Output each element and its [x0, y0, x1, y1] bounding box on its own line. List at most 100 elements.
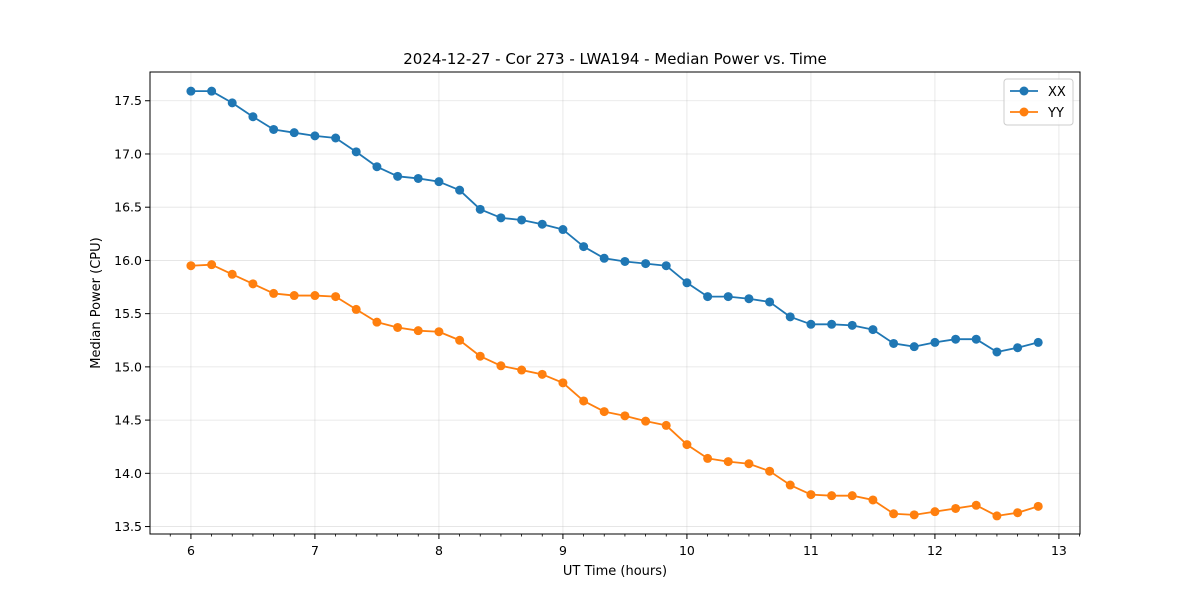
legend-yy-label: YY	[1047, 106, 1064, 121]
series-yy-point	[393, 322, 403, 332]
y-tick-label: 16.0	[114, 253, 142, 268]
y-tick-label: 17.0	[114, 146, 142, 161]
x-axis-label: UT Time (hours)	[563, 564, 667, 579]
series-xx-point	[207, 86, 217, 96]
x-tick-label: 11	[803, 543, 819, 558]
series-xx-point	[1013, 343, 1023, 353]
series-yy-point	[827, 491, 837, 501]
series-yy-point	[992, 511, 1002, 521]
series-xx-point	[785, 312, 795, 322]
series-yy-point	[723, 457, 733, 467]
series-xx-point	[744, 294, 754, 304]
series-yy-point	[703, 453, 713, 463]
chart-title: 2024-12-27 - Cor 273 - LWA194 - Median P…	[403, 50, 827, 68]
x-tick-label: 6	[187, 543, 195, 558]
series-yy-point	[599, 407, 609, 417]
series-yy-point	[641, 416, 651, 426]
series-yy-point	[413, 326, 423, 336]
series-xx-point	[599, 253, 609, 263]
series-yy-point	[207, 260, 217, 270]
series-yy-point	[186, 261, 196, 271]
legend-xx-label: XX	[1048, 85, 1066, 100]
series-yy-point	[785, 480, 795, 490]
series-yy-point	[1033, 501, 1043, 511]
y-tick-label: 15.0	[114, 359, 142, 374]
series-xx-point	[806, 319, 816, 329]
series-yy-point	[971, 500, 981, 510]
series-xx-point	[455, 185, 465, 195]
series-xx-point	[393, 171, 403, 181]
series-yy-point	[868, 495, 878, 505]
x-tick-label: 9	[559, 543, 567, 558]
series-xx-point	[827, 319, 837, 329]
y-axis-label: Median Power (CPU)	[89, 237, 104, 368]
series-xx-point	[620, 256, 630, 266]
series-yy-point	[475, 351, 485, 361]
plot-frame	[149, 71, 1081, 535]
series-xx-point	[930, 337, 940, 347]
series-xx-point	[434, 177, 444, 187]
series-yy-point	[620, 411, 630, 421]
series-xx-point	[475, 204, 485, 214]
series-xx-point	[682, 278, 692, 288]
series-xx-point	[537, 219, 547, 229]
series-yy-point	[248, 279, 258, 289]
series-yy-point	[1013, 508, 1023, 518]
series-xx-point	[971, 334, 981, 344]
series-xx-point	[186, 86, 196, 96]
legend-yy-marker	[1019, 107, 1029, 117]
y-tick-label: 15.5	[114, 306, 142, 321]
series-xx-point	[703, 292, 713, 302]
x-tick-label: 12	[927, 543, 943, 558]
x-tick-label: 8	[435, 543, 443, 558]
series-yy-point	[517, 365, 527, 375]
axis-ticks: 6 7 8 9 10 11 12 13 13.5 14.0 14.5 15.0 15.5 16.0 16.5…	[114, 93, 1080, 558]
y-tick-label: 17.5	[114, 93, 142, 108]
series-xx-point	[723, 292, 733, 302]
series-yy-point	[331, 292, 341, 302]
series-yy-point	[889, 509, 899, 519]
series-xx-point	[641, 259, 651, 269]
series-yy-point	[351, 304, 361, 314]
series-xx-point	[909, 342, 919, 352]
series-xx-point	[351, 147, 361, 157]
series-xx-point	[496, 213, 506, 223]
series-xx-point	[868, 325, 878, 335]
series-yy-point	[765, 466, 775, 476]
series-xx-point	[661, 261, 671, 271]
y-tick-label: 14.5	[114, 413, 142, 428]
series-xx-point	[1033, 337, 1043, 347]
series-xx-point	[889, 338, 899, 348]
series-yy-point	[537, 369, 547, 379]
y-tick-label: 14.0	[114, 466, 142, 481]
series-xx-point	[248, 112, 258, 122]
y-tick-label: 13.5	[114, 519, 142, 534]
series-yy-point	[455, 335, 465, 345]
series-xx-point	[289, 128, 299, 138]
series-yy-point	[372, 317, 382, 327]
series-xx-point	[331, 133, 341, 143]
series-xx-point	[579, 242, 589, 252]
series-xx-point	[517, 215, 527, 225]
series-xx-point	[269, 124, 279, 134]
y-tick-label: 16.5	[114, 200, 142, 215]
series-yy-point	[227, 269, 237, 279]
series-yy-point	[847, 491, 857, 501]
series-yy-point	[496, 361, 506, 371]
series-yy-point	[930, 507, 940, 517]
series-xx-point	[558, 225, 568, 235]
series-yy-point	[682, 440, 692, 450]
x-tick-label: 13	[1051, 543, 1067, 558]
series-yy-point	[289, 291, 299, 301]
series-yy-point	[661, 420, 671, 430]
series-yy-point	[909, 510, 919, 520]
series-yy-point	[744, 459, 754, 469]
series-layer	[186, 86, 1043, 521]
series-yy-point	[951, 503, 961, 513]
series-yy-point	[806, 490, 816, 500]
series-yy-point	[579, 396, 589, 406]
legend-xx-marker	[1019, 86, 1029, 96]
x-tick-label: 10	[679, 543, 695, 558]
